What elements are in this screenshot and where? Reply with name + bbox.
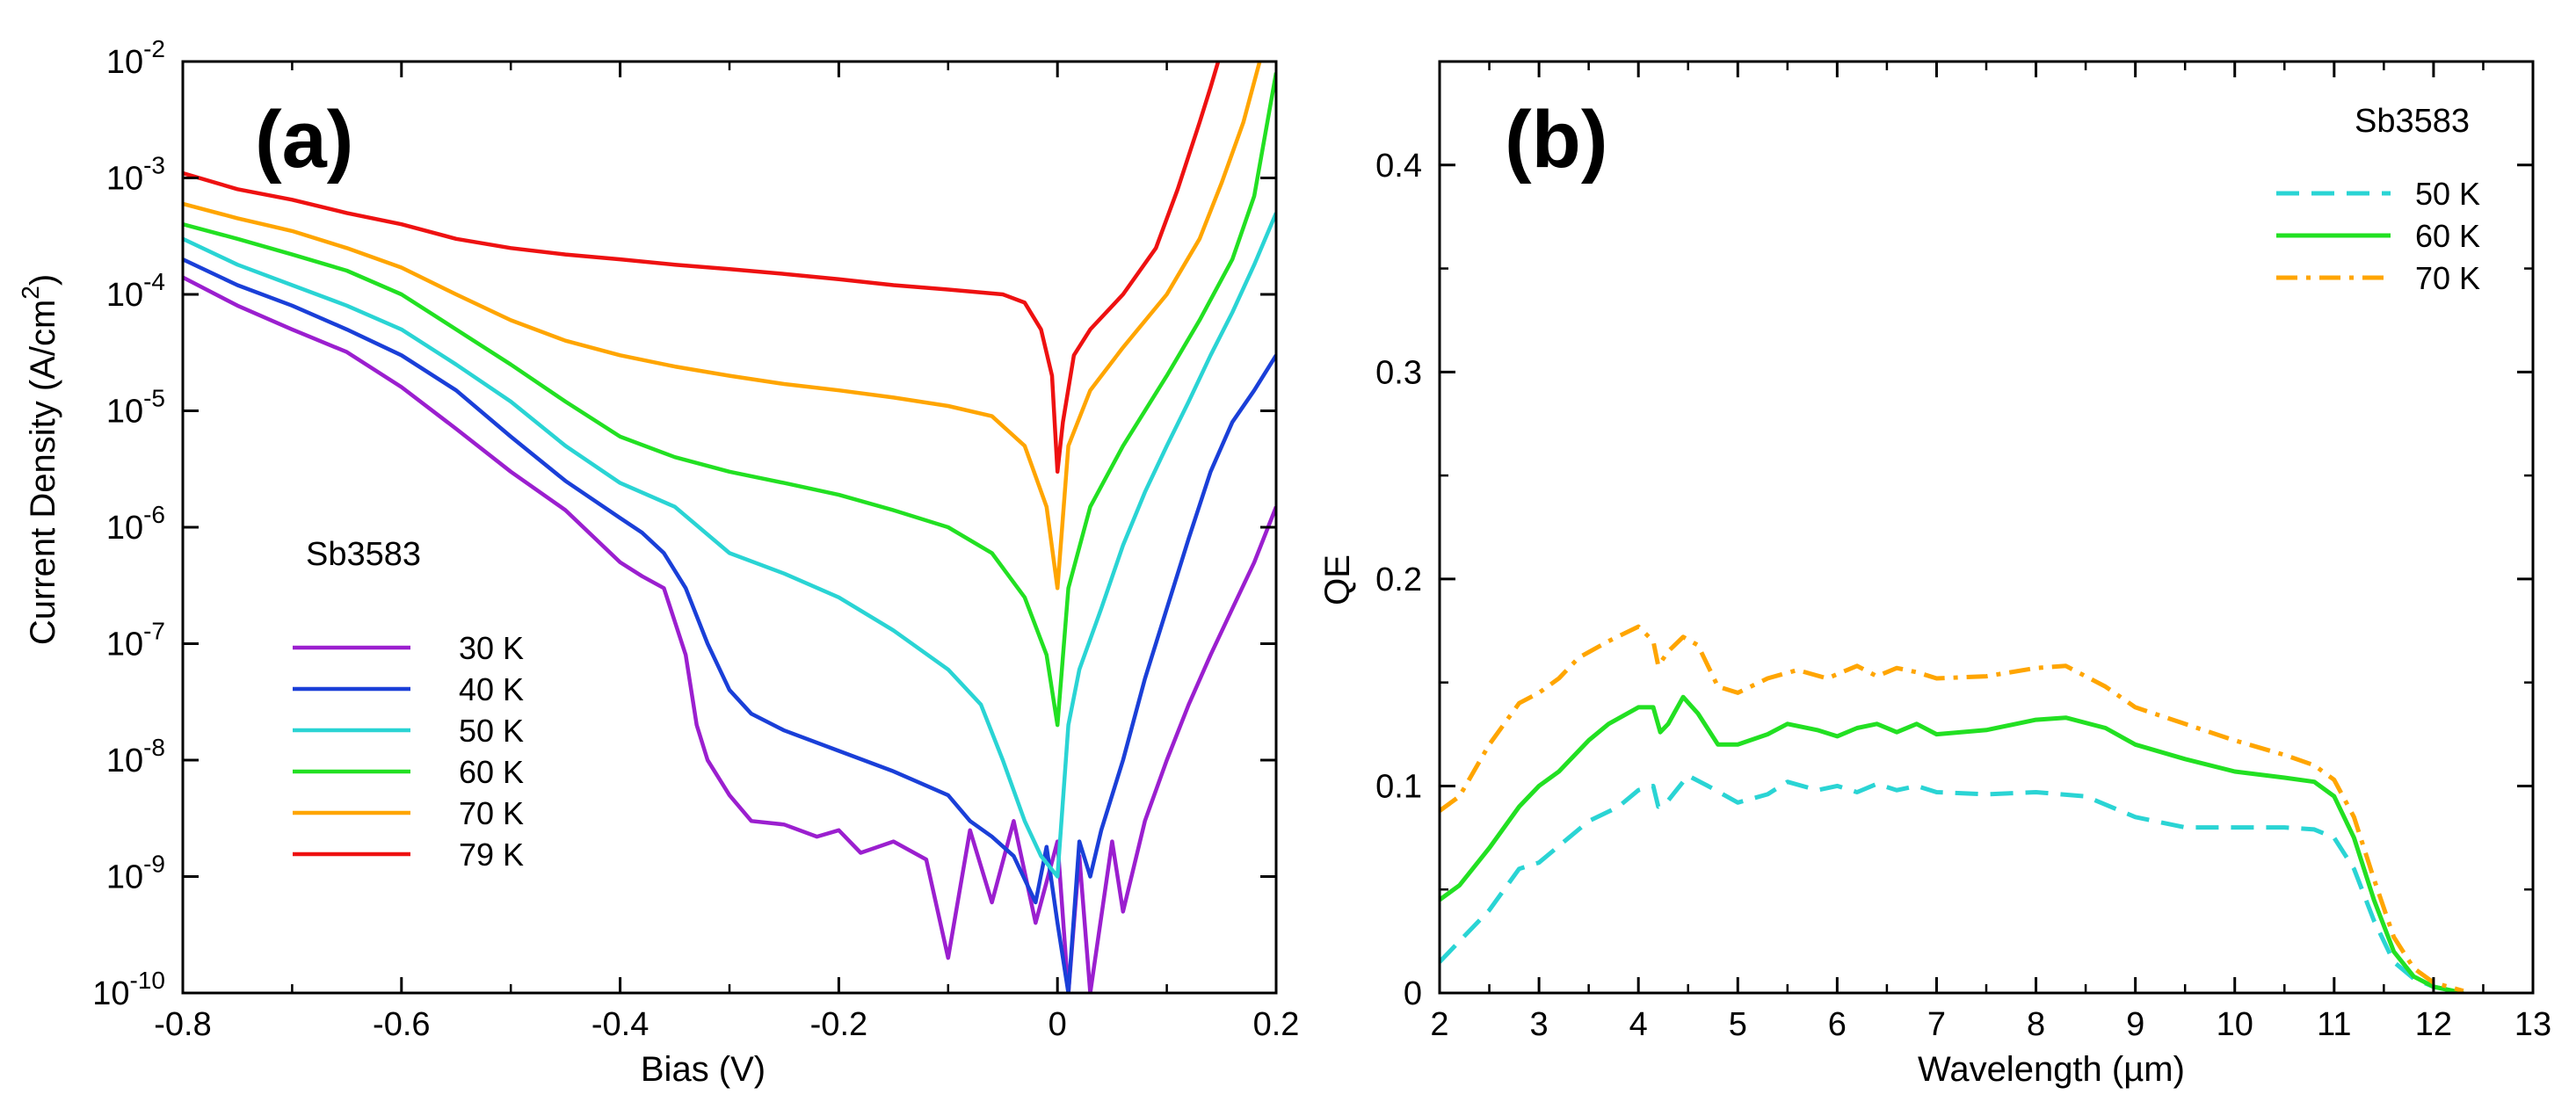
panel-b-y-tick-label: 0 bbox=[1404, 975, 1422, 1012]
panel-b-x-tick-label: 10 bbox=[2217, 1006, 2253, 1043]
panel-a-label: (a) bbox=[255, 95, 353, 185]
panel-b-y-tick-label: 0.4 bbox=[1375, 148, 1422, 185]
panel-a-y-tick-label: 10-7 bbox=[106, 618, 165, 663]
panel-a-series-79k bbox=[183, 62, 1221, 475]
panel-a-legend-label: 60 K bbox=[459, 754, 524, 790]
panel-a-legend: 30 K 40 K 50 K 60 K 70 K 79 K bbox=[293, 630, 524, 873]
panel-b-x-axis-title-main: Wavelength ( bbox=[1918, 1050, 2124, 1089]
panel-a-y-axis-title: Current Density (A/cm2) bbox=[17, 274, 62, 645]
panel-b-legend-label: 70 K bbox=[2415, 260, 2480, 296]
panel-b-x-tick-label: 8 bbox=[2027, 1006, 2045, 1043]
panel-b-x-axis-title-unit: µm bbox=[2123, 1050, 2173, 1089]
panel-a-x-tick-label: -0.4 bbox=[591, 1006, 649, 1043]
panel-a-legend-label: 70 K bbox=[459, 795, 524, 831]
panel-a-series-40k bbox=[183, 257, 1276, 993]
panel-a-legend-label: 40 K bbox=[459, 671, 524, 707]
panel-b-qe-chart: 2 3 4 5 6 7 8 9 10 11 12 13 0 0.1 0.2 0.3 0.4 (b) Sb3583… bbox=[1318, 60, 2551, 1089]
panel-b-x-axis-title-close: ) bbox=[2173, 1050, 2185, 1089]
panel-a-x-tick-label: -0.2 bbox=[810, 1006, 867, 1043]
panel-a-y-tick-label: 10-5 bbox=[106, 385, 165, 431]
panel-b-x-tick-label: 12 bbox=[2415, 1006, 2452, 1043]
panel-b-label: (b) bbox=[1505, 95, 1607, 185]
panel-b-x-axis-title: Wavelength (µm) bbox=[1918, 1050, 2185, 1089]
panel-a-y-axis-title-superscript: 2 bbox=[17, 286, 44, 300]
panel-a-x-tick-label: 0.2 bbox=[1253, 1006, 1300, 1043]
panel-b-y-tick-label: 0.2 bbox=[1375, 562, 1422, 598]
panel-a-y-tick-label: 10-4 bbox=[106, 268, 165, 314]
panel-a-series-30k bbox=[183, 275, 1276, 993]
panel-b-y-tick-label: 0.3 bbox=[1375, 354, 1422, 391]
panel-a-y-tick-label: 10-10 bbox=[92, 967, 165, 1012]
panel-b-legend: 50 K 60 K 70 K bbox=[2276, 176, 2480, 296]
panel-a-series-50k bbox=[183, 212, 1276, 879]
panel-b-y-tick-label: 0.1 bbox=[1375, 768, 1422, 805]
panel-a-y-tick-label: 10-3 bbox=[106, 152, 165, 198]
panel-b-legend-label: 60 K bbox=[2415, 218, 2480, 254]
panel-a-x-tick-label: -0.8 bbox=[154, 1006, 211, 1043]
panel-b-plot-frame bbox=[1438, 60, 2535, 995]
panel-b-legend-label: 50 K bbox=[2415, 176, 2480, 212]
panel-b-x-tick-label: 13 bbox=[2514, 1006, 2551, 1043]
panel-a-sample-annotation: Sb3583 bbox=[306, 536, 421, 573]
panel-a-y-tick-label: 10-9 bbox=[106, 851, 165, 896]
panel-b-x-tick-label: 4 bbox=[1629, 1006, 1648, 1043]
panel-a-x-tick-label: 0 bbox=[1049, 1006, 1067, 1043]
panel-a-x-tick-label: -0.6 bbox=[373, 1006, 430, 1043]
panel-b-x-tick-label: 2 bbox=[1430, 1006, 1448, 1043]
panel-a-legend-label: 30 K bbox=[459, 630, 524, 666]
panel-a-current-density-chart: -0.8 -0.6 -0.4 -0.2 0 0.2 10-10 10-9 10-8 10-7 10-… bbox=[17, 35, 1299, 1089]
panel-a-series-70k bbox=[183, 62, 1262, 591]
panel-b-x-tick-label: 7 bbox=[1927, 1006, 1946, 1043]
panel-b-x-tick-label: 6 bbox=[1828, 1006, 1847, 1043]
panel-a-y-axis-title-close: ) bbox=[24, 274, 62, 286]
panel-a-y-tick-label: 10-8 bbox=[106, 734, 165, 779]
panel-b-series-60k bbox=[1440, 694, 2464, 993]
panel-b-y-axis-title: QE bbox=[1318, 554, 1357, 605]
panel-b-x-tick-label: 11 bbox=[2317, 1006, 2351, 1043]
panel-a-y-axis-title-main: Current Density (A/cm bbox=[24, 300, 62, 645]
panel-a-legend-label: 79 K bbox=[459, 837, 524, 873]
panel-b-x-tick-label: 9 bbox=[2126, 1006, 2144, 1043]
panel-a-y-tick-label: 10-6 bbox=[106, 501, 165, 547]
panel-a-x-axis-title: Bias (V) bbox=[641, 1050, 766, 1089]
panel-b-series-70k bbox=[1440, 624, 2464, 993]
panel-a-series-60k bbox=[183, 72, 1276, 728]
panel-b-x-tick-label: 5 bbox=[1729, 1006, 1747, 1043]
panel-a-legend-label: 50 K bbox=[459, 713, 524, 749]
panel-b-sample-annotation: Sb3583 bbox=[2355, 103, 2470, 140]
panel-a-y-tick-label: 10-2 bbox=[106, 35, 165, 81]
panel-b-x-tick-label: 3 bbox=[1530, 1006, 1549, 1043]
panel-b-series-50k bbox=[1440, 773, 2464, 993]
